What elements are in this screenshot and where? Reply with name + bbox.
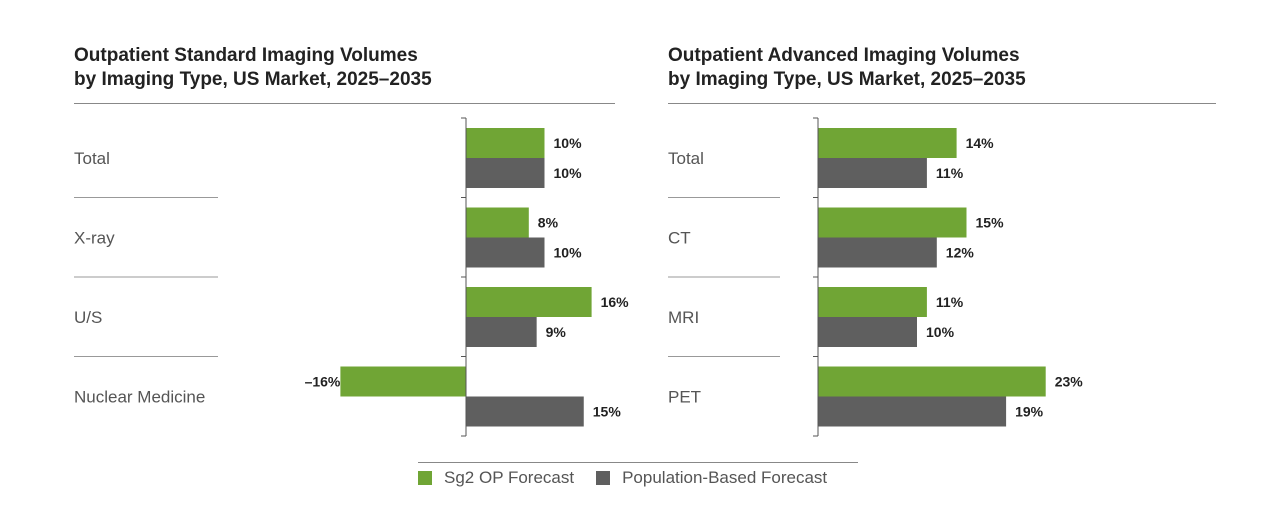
chart-title-bold-line1: Outpatient Advanced Imaging Volumes: [668, 45, 1020, 66]
category-label-nuclear-medicine: Nuclear Medicine: [74, 387, 205, 406]
category-label-pet: PET: [668, 387, 701, 406]
data-label-sg2-op-forecast-nuclear-medicine: –16%: [305, 374, 341, 390]
bar-sg2-op-forecast-mri: [818, 287, 927, 317]
data-label-population-based-forecast-mri: 10%: [926, 324, 955, 340]
bar-population-based-forecast-nuclear-medicine: [466, 396, 584, 427]
data-label-sg2-op-forecast-total: 14%: [966, 135, 995, 151]
data-label-population-based-forecast-x-ray: 10%: [554, 245, 583, 261]
bar-population-based-forecast-x-ray: [466, 237, 545, 268]
legend-divider: [418, 462, 858, 463]
bar-sg2-op-forecast-total: [466, 128, 545, 158]
data-label-population-based-forecast-total: 10%: [554, 165, 583, 181]
chart-title-bold-line2: by Imaging Type,: [74, 69, 228, 90]
data-label-sg2-op-forecast-pet: 23%: [1055, 374, 1084, 390]
chart-panel-standard: Outpatient Standard Imaging Volumes by I…: [0, 0, 640, 440]
chart-title-standard: Outpatient Standard Imaging Volumes by I…: [74, 44, 432, 92]
legend-label-sg2: Sg2 OP Forecast: [444, 468, 575, 487]
data-label-population-based-forecast-u-s: 9%: [546, 324, 567, 340]
data-label-population-based-forecast-nuclear-medicine: 15%: [593, 404, 622, 420]
bar-sg2-op-forecast-ct: [818, 207, 967, 238]
chart-title-bold-line1: Outpatient Standard Imaging Volumes: [74, 45, 418, 66]
category-label-total: Total: [668, 149, 704, 168]
legend-swatch-population: [596, 471, 611, 485]
chart-title-rest: US Market, 2025–2035: [227, 69, 432, 90]
data-label-population-based-forecast-ct: 12%: [946, 245, 975, 261]
category-label-ct: CT: [668, 228, 691, 247]
category-label-total: Total: [74, 149, 110, 168]
chart-title-bold-line2: by Imaging Type,: [668, 69, 822, 90]
legend: Sg2 OP Forecast Population-Based Forecas…: [418, 468, 849, 488]
bar-sg2-op-forecast-total: [818, 128, 957, 158]
chart-panel-advanced: Outpatient Advanced Imaging Volumes by I…: [594, 0, 1234, 440]
bar-population-based-forecast-total: [818, 158, 927, 188]
category-label-mri: MRI: [668, 308, 699, 327]
bar-population-based-forecast-pet: [818, 396, 1007, 427]
data-label-sg2-op-forecast-mri: 11%: [936, 294, 964, 310]
bar-sg2-op-forecast-nuclear-medicine: [340, 366, 466, 397]
legend-item-population: Population-Based Forecast: [596, 468, 827, 488]
data-label-sg2-op-forecast-u-s: 16%: [601, 294, 630, 310]
bar-population-based-forecast-u-s: [466, 317, 537, 347]
legend-swatch-sg2: [418, 471, 432, 485]
legend-item-sg2: Sg2 OP Forecast: [418, 468, 574, 488]
bar-population-based-forecast-total: [466, 158, 545, 188]
category-label-u-s: U/S: [74, 308, 102, 327]
data-label-population-based-forecast-total: 11%: [936, 165, 964, 181]
bar-sg2-op-forecast-u-s: [466, 287, 592, 317]
bar-population-based-forecast-ct: [818, 237, 937, 268]
data-label-sg2-op-forecast-x-ray: 8%: [538, 215, 559, 231]
chart-title-advanced: Outpatient Advanced Imaging Volumes by I…: [668, 44, 1026, 92]
data-label-population-based-forecast-pet: 19%: [1015, 404, 1044, 420]
legend-label-population: Population-Based Forecast: [622, 468, 828, 487]
category-label-x-ray: X-ray: [74, 228, 115, 247]
bar-sg2-op-forecast-x-ray: [466, 207, 529, 238]
bar-chart-standard: Total 10% 10% X-ray 8% 10% U/S 16% 9% Nuclear Med…: [74, 103, 630, 437]
data-label-sg2-op-forecast-total: 10%: [554, 135, 583, 151]
bar-population-based-forecast-mri: [818, 317, 917, 347]
bar-sg2-op-forecast-pet: [818, 366, 1046, 397]
chart-title-rest: US Market, 2025–2035: [821, 69, 1026, 90]
data-label-sg2-op-forecast-ct: 15%: [976, 215, 1005, 231]
